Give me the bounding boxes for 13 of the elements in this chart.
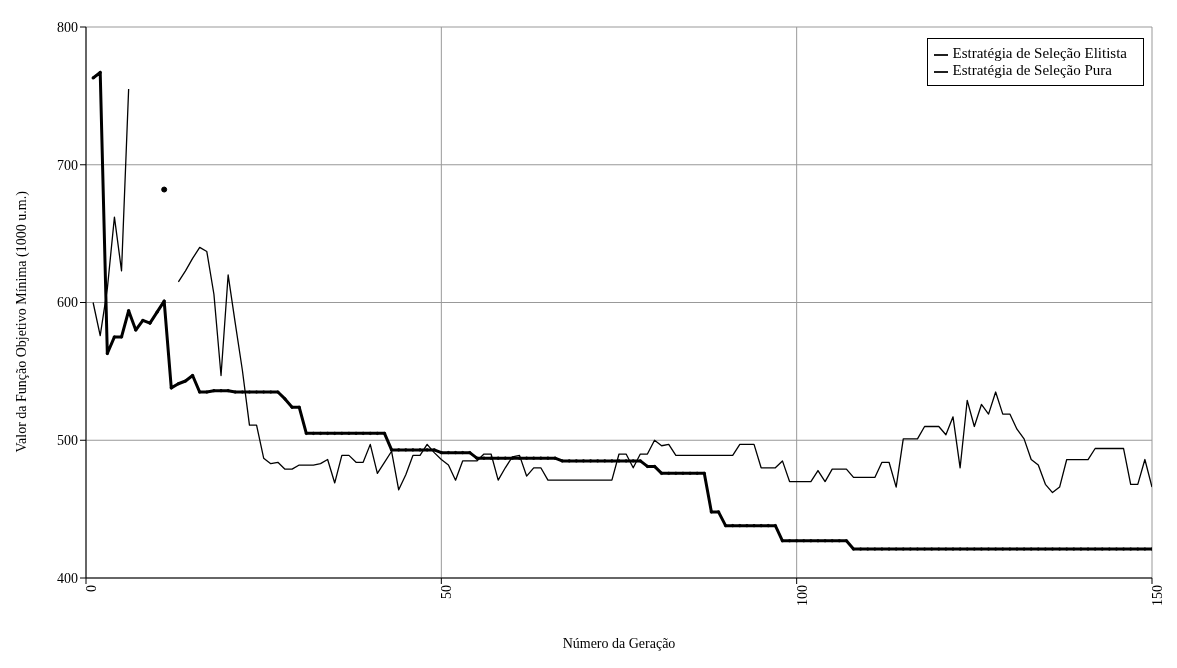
y-tick-label: 800 — [57, 19, 78, 35]
x-tick-label: 100 — [794, 585, 810, 606]
y-tick-label: 500 — [57, 433, 78, 449]
y-axis-title: Valor da Função Objetivo Mínima (1000 u.m.) — [13, 190, 30, 453]
legend-label: Estratégia de Seleção Pura — [952, 62, 1112, 78]
y-tick-label: 400 — [57, 570, 78, 586]
legend-label: Estratégia de Seleção Elitista — [952, 45, 1127, 61]
x-tick-label: 50 — [439, 585, 455, 599]
y-tick-label: 600 — [57, 295, 78, 311]
x-axis-title: Número da Geração — [562, 636, 676, 651]
x-tick-label: 150 — [1149, 585, 1165, 606]
x-tick-label: 0 — [83, 585, 99, 592]
y-tick-label: 700 — [57, 157, 78, 173]
